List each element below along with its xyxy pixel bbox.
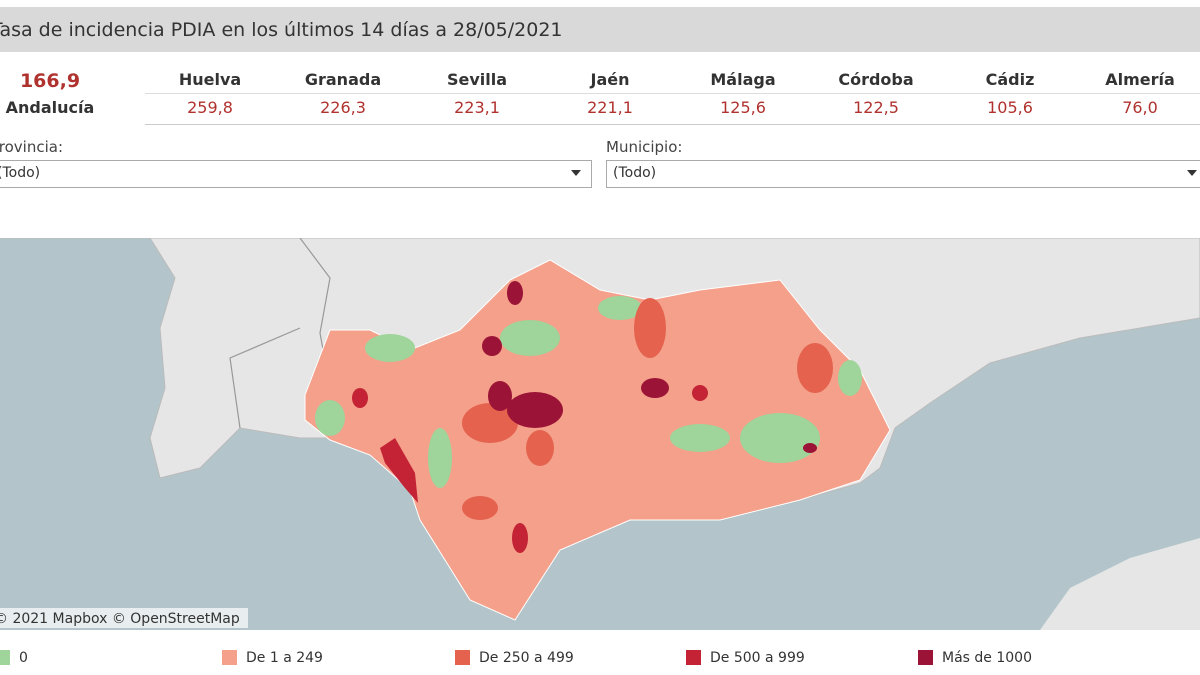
land xyxy=(1040,538,1200,630)
municipality xyxy=(352,388,368,408)
municipality xyxy=(462,403,518,443)
province-name: Huelva xyxy=(178,70,242,89)
legend-label: De 250 a 499 xyxy=(479,650,574,666)
municipality xyxy=(512,523,528,553)
municipality xyxy=(488,381,512,411)
province-value: 122,5 xyxy=(853,98,899,117)
title-bar: Tasa de incidencia PDIA en los últimos 1… xyxy=(0,7,1200,52)
filter-label: Municipio: xyxy=(606,138,683,156)
municipality xyxy=(507,281,523,305)
municipality xyxy=(507,392,563,428)
legend-swatch xyxy=(0,650,10,665)
municipality xyxy=(634,298,666,358)
municipality xyxy=(670,424,730,452)
andalucia xyxy=(304,259,891,621)
municipality xyxy=(315,400,345,436)
legend-label: De 1 a 249 xyxy=(246,650,323,666)
map: © 2021 Mapbox © OpenStreetMap xyxy=(0,238,1200,630)
municipality xyxy=(641,378,669,398)
municipality xyxy=(838,360,862,396)
dropdown[interactable]: (Todo) xyxy=(0,160,592,188)
summary-value: 166,9 xyxy=(19,70,81,92)
legend-label: 0 xyxy=(19,650,28,666)
dropdown-value: (Todo) xyxy=(0,165,41,181)
dropdown-value: (Todo) xyxy=(613,165,657,181)
municipality xyxy=(526,430,554,466)
municipality xyxy=(428,428,452,488)
legend-swatch xyxy=(222,650,237,665)
province-name: Almería xyxy=(1105,70,1175,89)
province-value: 125,6 xyxy=(720,98,766,117)
province-value: 105,6 xyxy=(987,98,1033,117)
province-name: Jaén xyxy=(590,70,630,89)
province-value: 223,1 xyxy=(454,98,500,117)
legend-swatch xyxy=(918,650,933,665)
separator xyxy=(145,124,1200,125)
province-value: 226,3 xyxy=(320,98,366,117)
municipality xyxy=(380,438,418,503)
municipality xyxy=(803,443,817,453)
municipality xyxy=(797,343,833,393)
dropdown-arrow xyxy=(571,170,581,176)
legend-swatch xyxy=(686,650,701,665)
municipality xyxy=(598,296,642,320)
municipality xyxy=(462,496,498,520)
province-name: Sevilla xyxy=(446,70,508,89)
province-name: Cádiz xyxy=(985,70,1035,89)
filter-label: Provincia: xyxy=(0,138,64,156)
province-name: Córdoba xyxy=(838,70,914,89)
summary-label: Andalucía xyxy=(5,98,95,117)
separator xyxy=(145,93,1200,94)
attribution: © 2021 Mapbox © OpenStreetMap xyxy=(0,611,240,627)
province-value: 76,0 xyxy=(1122,98,1158,117)
municipality xyxy=(740,413,820,463)
legend-label: De 500 a 999 xyxy=(710,650,805,666)
municipality xyxy=(500,320,560,356)
municipality xyxy=(365,334,415,362)
province-value: 221,1 xyxy=(587,98,633,117)
municipality xyxy=(482,336,502,356)
province-name: Málaga xyxy=(710,70,776,89)
municipality xyxy=(692,385,708,401)
legend-label: Más de 1000 xyxy=(942,650,1032,666)
title: Tasa de incidencia PDIA en los últimos 1… xyxy=(0,19,563,41)
dropdown[interactable]: (Todo) xyxy=(606,160,1200,188)
dropdown-arrow xyxy=(1187,170,1197,176)
legend-swatch xyxy=(455,650,470,665)
attribution-bg xyxy=(0,608,248,628)
province-name: Granada xyxy=(304,70,382,89)
municipalities xyxy=(315,281,862,553)
province-value: 259,8 xyxy=(187,98,233,117)
